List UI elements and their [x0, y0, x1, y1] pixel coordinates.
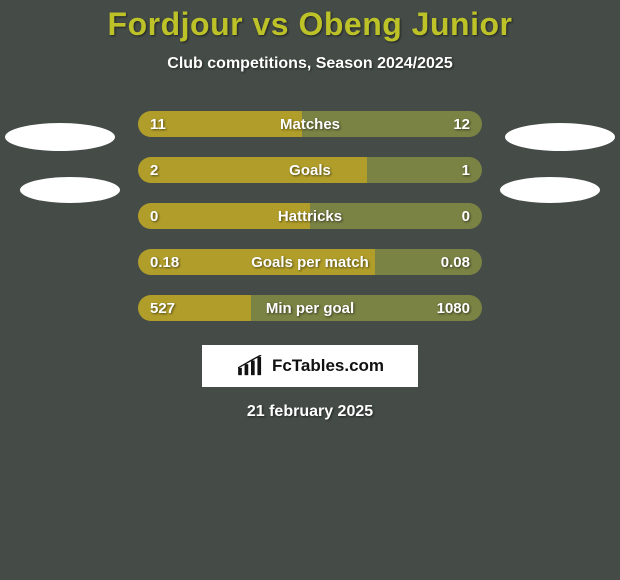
- source-logo: FcTables.com: [202, 345, 418, 387]
- page-title: Fordjour vs Obeng Junior: [108, 6, 513, 43]
- stat-bar-left: [138, 249, 375, 275]
- stat-bar-right: [302, 111, 482, 137]
- stat-bar: [138, 295, 482, 321]
- stat-row: 2Goals1: [0, 147, 620, 193]
- stat-row: 0Hattricks0: [0, 193, 620, 239]
- stats-chart: 11Matches122Goals10Hattricks00.18Goals p…: [0, 101, 620, 331]
- stat-bar-right: [310, 203, 482, 229]
- stat-row: 0.18Goals per match0.08: [0, 239, 620, 285]
- stat-bar-left: [138, 157, 367, 183]
- stat-bar-left: [138, 203, 310, 229]
- generated-date: 21 february 2025: [247, 403, 373, 421]
- stat-bar-left: [138, 295, 251, 321]
- bar-chart-icon: [236, 355, 266, 377]
- logo-text: FcTables.com: [272, 356, 384, 376]
- stat-row: 527Min per goal1080: [0, 285, 620, 331]
- stat-bar: [138, 249, 482, 275]
- stat-bar-right: [251, 295, 482, 321]
- subtitle: Club competitions, Season 2024/2025: [167, 55, 452, 73]
- stat-bar: [138, 111, 482, 137]
- stat-bar-left: [138, 111, 302, 137]
- comparison-card: Fordjour vs Obeng Junior Club competitio…: [0, 0, 620, 580]
- stat-bar-right: [367, 157, 482, 183]
- stat-bar: [138, 203, 482, 229]
- stat-row: 11Matches12: [0, 101, 620, 147]
- stat-bar: [138, 157, 482, 183]
- stat-bar-right: [375, 249, 482, 275]
